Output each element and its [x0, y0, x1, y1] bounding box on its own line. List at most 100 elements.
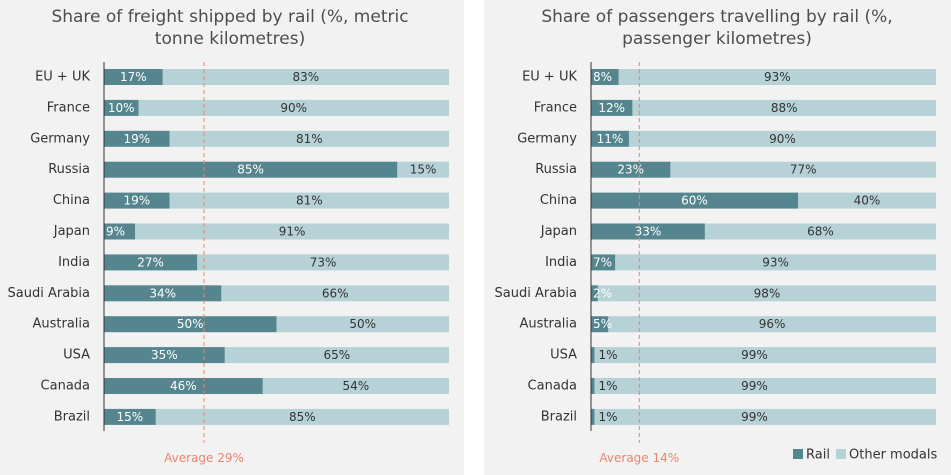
- chart2-rail-value-label: 7%: [593, 255, 612, 269]
- freight-chart-panel: Share of freight shipped by rail (%, met…: [0, 0, 464, 475]
- chart1-other-value-label: 50%: [349, 317, 376, 331]
- chart2-rail-bar: [591, 69, 619, 85]
- chart2-rail-value-label: 5%: [593, 317, 612, 331]
- chart1-rail-bar: [104, 254, 198, 271]
- chart1-other-value-label: 15%: [410, 163, 437, 177]
- chart1-other-bar: [262, 378, 449, 394]
- chart1-other-value-label: 90%: [280, 101, 307, 115]
- chart2-category-label: France: [534, 100, 577, 115]
- legend-swatch: [793, 449, 803, 459]
- chart1-category-label: Brazil: [54, 409, 90, 424]
- chart2-rail-value-label: 1%: [598, 410, 617, 424]
- chart1-rail-bar: [104, 316, 277, 333]
- chart2-rail-value-label: 11%: [597, 132, 624, 146]
- legend-label: Other modals: [849, 448, 937, 463]
- chart2-rail-bar: [591, 192, 798, 209]
- chart2-other-value-label: 88%: [771, 101, 798, 115]
- chart2-other-value-label: 93%: [764, 70, 791, 84]
- chart2-other-bar: [798, 192, 936, 209]
- chart1-rail-bar: [104, 99, 139, 116]
- chart1-category-label: Russia: [48, 162, 90, 177]
- chart1-category-label: India: [58, 255, 90, 270]
- chart1-rail-bar: [104, 285, 222, 302]
- chart2-rail-bar: [591, 254, 616, 271]
- chart1-other-bar: [221, 285, 449, 302]
- chart2-category-label: Brazil: [541, 409, 577, 424]
- chart2-category-label: Canada: [528, 379, 577, 394]
- chart1-rail-bar: [104, 192, 170, 209]
- chart2-category-label: Germany: [517, 131, 577, 146]
- chart1-other-bar: [162, 69, 449, 85]
- chart1-rail-value-label: 15%: [117, 410, 144, 424]
- chart1-other-value-label: 73%: [310, 255, 337, 269]
- chart1-rail-value-label: 9%: [106, 225, 125, 239]
- chart1-rail-value-label: 85%: [237, 163, 264, 177]
- chart2-other-value-label: 99%: [741, 348, 768, 362]
- chart1-other-value-label: 66%: [322, 286, 349, 300]
- chart1-other-value-label: 81%: [296, 194, 323, 208]
- chart2-other-value-label: 99%: [741, 410, 768, 424]
- chart2-average-label: Average 14%: [599, 451, 679, 465]
- chart1-category-label: China: [53, 193, 90, 208]
- chart2-other-bar: [594, 347, 936, 364]
- chart1-category-label: Saudi Arabia: [8, 286, 91, 301]
- chart1-other-value-label: 54%: [343, 379, 370, 393]
- chart1-other-bar: [397, 161, 449, 178]
- chart2-rail-value-label: 60%: [681, 194, 708, 208]
- chart2-rail-value-label: 33%: [635, 225, 662, 239]
- chart2-category-label: EU + UK: [522, 70, 577, 85]
- chart1-title-line: Share of freight shipped by rail (%, met…: [51, 7, 408, 27]
- chart1-other-value-label: 81%: [296, 132, 323, 146]
- freight-chart: Share of freight shipped by rail (%, met…: [8, 7, 450, 465]
- chart1-average-label: Average 29%: [164, 451, 244, 465]
- chart1-other-bar: [276, 316, 449, 333]
- chart2-other-value-label: 98%: [754, 286, 781, 300]
- chart1-category-label: France: [47, 100, 90, 115]
- chart1-rail-value-label: 27%: [137, 255, 164, 269]
- chart2-other-bar: [670, 161, 936, 178]
- chart1-rail-value-label: 19%: [123, 132, 150, 146]
- chart1-rail-bar: [104, 69, 163, 85]
- chart2-rail-bar: [591, 378, 595, 394]
- chart1-title-line: tonne kilometres): [155, 29, 305, 49]
- chart1-category-label: Germany: [30, 131, 90, 146]
- chart2-other-bar: [608, 316, 936, 333]
- chart1-other-bar: [135, 223, 450, 240]
- chart1-rail-value-label: 50%: [177, 317, 204, 331]
- chart2-title-line: Share of passengers travelling by rail (…: [541, 7, 892, 27]
- chart2-rail-bar: [591, 99, 633, 116]
- chart1-other-bar: [197, 254, 449, 271]
- chart2-other-bar: [628, 130, 936, 147]
- chart1-other-bar: [169, 192, 450, 209]
- chart1-other-value-label: 85%: [289, 410, 316, 424]
- chart2-other-bar: [618, 69, 936, 85]
- chart1-rail-bar: [104, 223, 136, 240]
- chart2-rail-value-label: 1%: [598, 348, 617, 362]
- chart2-other-value-label: 77%: [790, 163, 817, 177]
- chart2-rail-bar: [591, 347, 595, 364]
- passenger-chart-panel: Share of passengers travelling by rail (…: [484, 0, 951, 475]
- chart1-rail-bar: [104, 130, 170, 147]
- chart2-rail-value-label: 2%: [593, 286, 612, 300]
- chart1-other-value-label: 83%: [292, 70, 319, 84]
- chart1-rail-value-label: 19%: [123, 194, 150, 208]
- chart1-rail-bar: [104, 378, 263, 394]
- chart2-rail-bar: [591, 130, 629, 147]
- chart2-rail-value-label: 1%: [598, 379, 617, 393]
- chart1-other-bar: [138, 99, 449, 116]
- chart1-other-value-label: 65%: [324, 348, 351, 362]
- chart1-rail-value-label: 34%: [149, 286, 176, 300]
- chart1-category-label: Canada: [41, 379, 90, 394]
- chart2-other-value-label: 90%: [769, 132, 796, 146]
- chart2-rail-bar: [591, 408, 595, 425]
- chart1-rail-value-label: 35%: [151, 348, 178, 362]
- chart2-other-bar: [594, 408, 936, 425]
- chart2-other-bar: [597, 285, 936, 302]
- chart2-category-label: USA: [550, 348, 577, 363]
- chart2-category-label: Japan: [540, 224, 577, 239]
- chart2-other-bar: [594, 378, 936, 394]
- chart2-category-label: Russia: [535, 162, 577, 177]
- chart2-rail-bar: [591, 285, 598, 302]
- chart2-category-label: India: [545, 255, 577, 270]
- chart2-rail-bar: [591, 316, 609, 333]
